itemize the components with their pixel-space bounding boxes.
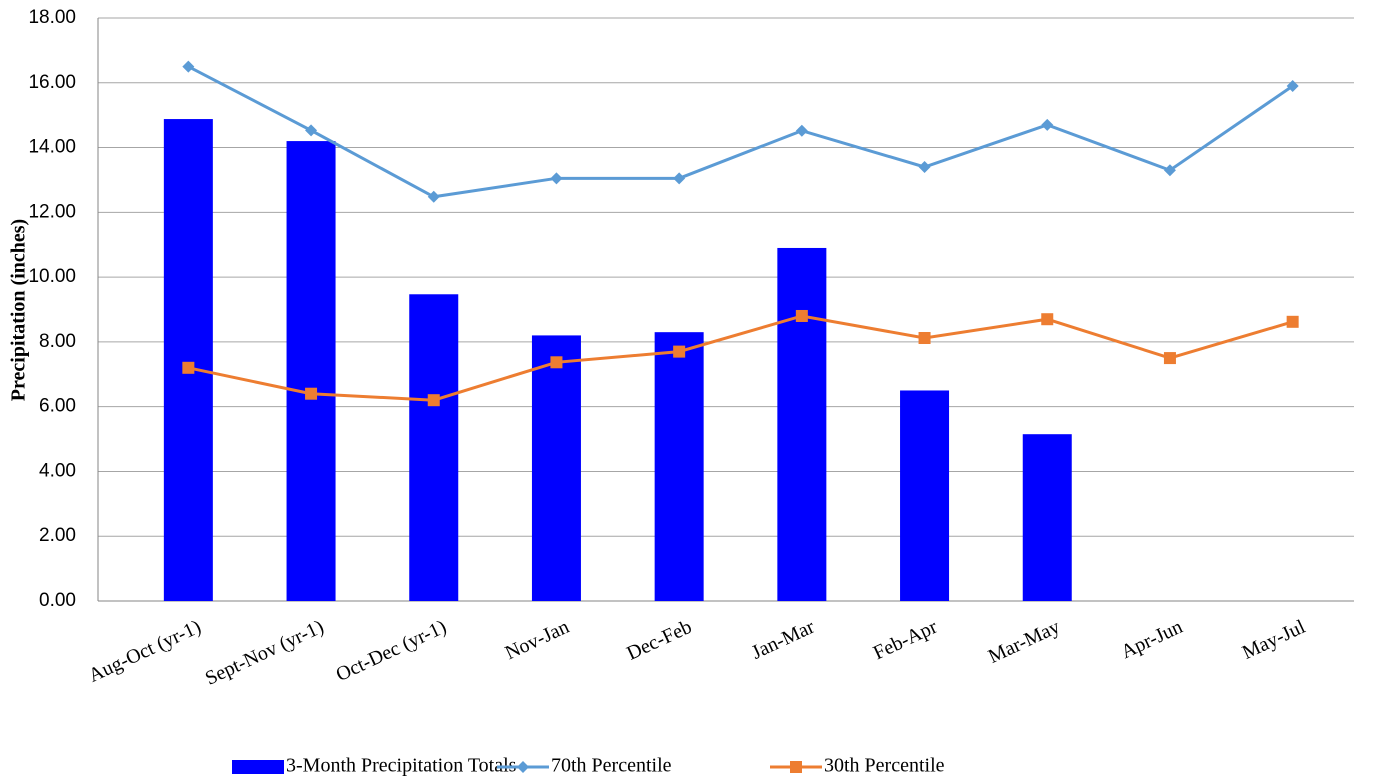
point: [673, 345, 686, 358]
legend-swatch: [232, 760, 284, 774]
y-tick-label: 18.00: [28, 7, 76, 28]
point: [427, 190, 440, 203]
x-tick-label: Apr-Jun: [1118, 616, 1186, 663]
bar: [163, 119, 213, 601]
bar: [1022, 434, 1072, 601]
x-tick-label: Mar-May: [985, 616, 1063, 668]
y-tick-label: 4.00: [39, 460, 76, 481]
y-tick-label: 14.00: [28, 137, 76, 158]
point: [1163, 164, 1176, 177]
y-tick-label: 10.00: [28, 266, 76, 287]
point: [550, 356, 563, 369]
legend-label: 70th Percentile: [551, 755, 672, 777]
y-axis-label: Precipitation (inches): [8, 219, 30, 401]
point: [305, 124, 318, 137]
point: [1041, 313, 1054, 326]
bar: [409, 294, 459, 601]
line: [187, 65, 1294, 199]
y-tick-label: 0.00: [39, 590, 76, 611]
point: [1163, 352, 1176, 365]
x-tick-label: Oct-Dec (yr-1): [333, 616, 450, 686]
point: [427, 394, 440, 407]
bar: [777, 247, 827, 601]
x-tick-label: Aug-Oct (yr-1): [85, 616, 204, 687]
x-tick-label: Jan-Mar: [748, 616, 818, 664]
y-tick-label: 12.00: [28, 201, 76, 222]
legend-marker: [790, 761, 802, 773]
point: [182, 361, 195, 374]
y-tick-label: 2.00: [39, 525, 76, 546]
legend-label: 30th Percentile: [824, 755, 945, 777]
point: [1041, 118, 1054, 131]
point: [795, 309, 808, 322]
point: [182, 60, 195, 73]
x-tick-label: Nov-Jan: [502, 616, 573, 665]
point: [305, 387, 318, 400]
line: [188, 314, 1294, 402]
point: [918, 332, 931, 345]
point: [550, 172, 563, 185]
bar: [654, 332, 704, 601]
x-tick-label: May-Jul: [1239, 616, 1309, 664]
point: [673, 172, 686, 185]
point: [918, 160, 931, 173]
bar: [900, 390, 950, 601]
y-tick-label: 8.00: [39, 331, 76, 352]
y-tick-label: 16.00: [28, 72, 76, 93]
bar: [531, 335, 581, 601]
x-tick-label: Sept-Nov (yr-1): [202, 616, 327, 690]
legend-label: 3-Month Precipitation Totals: [286, 755, 517, 777]
point: [1286, 315, 1299, 328]
bar: [286, 141, 336, 602]
y-tick-label: 6.00: [39, 396, 76, 417]
point: [795, 124, 808, 137]
x-tick-label: Feb-Apr: [870, 616, 941, 665]
point: [1286, 80, 1299, 93]
legend-marker: [517, 761, 529, 773]
x-tick-label: Dec-Feb: [623, 616, 695, 665]
